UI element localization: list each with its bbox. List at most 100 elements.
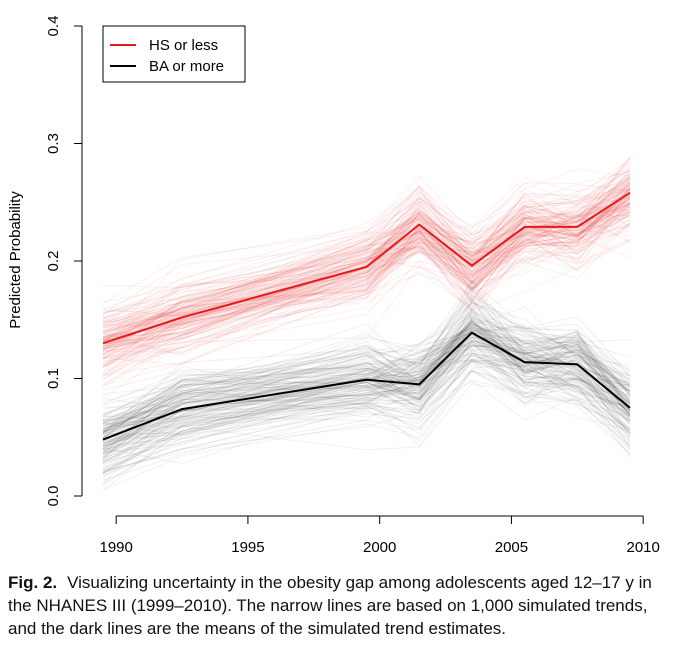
simulated-trend bbox=[102, 202, 631, 352]
simulated-trend bbox=[102, 178, 631, 341]
simulated-trend bbox=[102, 352, 631, 473]
simulated-trend bbox=[102, 175, 631, 334]
simulated-trend bbox=[102, 329, 631, 458]
simulated-trend bbox=[102, 214, 631, 326]
simulated-trend bbox=[102, 217, 631, 350]
simulated-trend bbox=[102, 232, 631, 380]
simulated-trend bbox=[102, 213, 631, 359]
simulated-trend bbox=[102, 341, 631, 450]
simulated-trend bbox=[102, 219, 631, 372]
simulated-trend bbox=[102, 341, 631, 434]
simulated-trend bbox=[102, 361, 631, 446]
simulated-trend bbox=[102, 211, 631, 354]
simulated-trend bbox=[102, 222, 631, 366]
y-tick-label: 0.4 bbox=[45, 16, 62, 37]
simulated-trend bbox=[102, 192, 631, 324]
simulated-trend bbox=[102, 181, 631, 332]
simulated-trend bbox=[102, 379, 631, 473]
simulated-trend bbox=[102, 172, 631, 314]
simulated-trend bbox=[102, 360, 631, 450]
series-line-1 bbox=[102, 331, 631, 441]
simulated-trend bbox=[102, 325, 631, 409]
plot-area bbox=[0, 0, 674, 565]
caption-label: Fig. 2. bbox=[8, 573, 58, 592]
legend: HS or less BA or more bbox=[102, 25, 246, 83]
simulated-trend bbox=[102, 320, 631, 425]
simulated-trend bbox=[102, 197, 631, 342]
y-axis-title: Predicted Probability bbox=[7, 191, 24, 329]
legend-label: HS or less bbox=[149, 37, 218, 54]
simulated-trend bbox=[102, 191, 631, 329]
simulated-trend bbox=[102, 354, 631, 435]
simulated-trend bbox=[102, 336, 631, 424]
simulated-trend bbox=[102, 350, 631, 432]
simulated-trend bbox=[102, 210, 631, 349]
simulated-trend bbox=[102, 181, 631, 342]
simulated-trend bbox=[102, 205, 631, 344]
simulated-trend bbox=[102, 228, 631, 359]
simulated-trend bbox=[102, 321, 631, 453]
simulated-trend bbox=[102, 322, 631, 435]
simulated-trend bbox=[102, 340, 631, 453]
simulated-trend bbox=[102, 322, 631, 437]
simulated-trend bbox=[102, 194, 631, 349]
simulated-trend bbox=[102, 172, 631, 338]
simulated-trend bbox=[102, 297, 631, 424]
simulated-trend bbox=[102, 239, 631, 388]
simulated-trend bbox=[102, 361, 631, 478]
axes: 1990 1995 2000 2005 2010 0.0 0.1 0.2 0.3 0.4 bbox=[45, 16, 660, 556]
simulated-trend bbox=[102, 298, 631, 421]
simulated-trend bbox=[102, 214, 631, 346]
simulated-trend bbox=[102, 199, 631, 348]
x-tick-label: 2000 bbox=[363, 539, 396, 556]
simulated-trend bbox=[102, 336, 631, 448]
simulated-trend bbox=[102, 194, 631, 338]
simulated-trend bbox=[102, 185, 631, 341]
simulated-trend bbox=[102, 301, 631, 435]
simulated-trend bbox=[102, 188, 631, 338]
simulated-trend bbox=[102, 327, 631, 430]
simulated-trend bbox=[102, 320, 631, 452]
simulated-trend bbox=[102, 207, 631, 328]
simulated-trend bbox=[102, 344, 631, 446]
simulated-trend bbox=[102, 310, 631, 416]
simulated-trend bbox=[102, 362, 631, 491]
simulated-trend bbox=[102, 279, 631, 397]
simulated-trend bbox=[102, 197, 631, 320]
simulated-trend bbox=[102, 211, 631, 363]
x-tick-label: 1990 bbox=[99, 539, 132, 556]
simulated-trend bbox=[102, 194, 631, 328]
simulated-trend bbox=[102, 202, 631, 353]
simulated-trend bbox=[102, 331, 631, 418]
simulated-trend bbox=[102, 313, 631, 433]
mean-lines bbox=[102, 191, 631, 441]
simulated-trend bbox=[102, 370, 631, 491]
simulated-trend bbox=[102, 188, 631, 368]
simulated-trend bbox=[102, 316, 631, 433]
simulated-trend bbox=[102, 337, 631, 439]
simulated-trend bbox=[102, 322, 631, 435]
simulated-trend bbox=[102, 195, 631, 369]
simulated-trend bbox=[102, 341, 631, 447]
simulated-trend bbox=[102, 214, 631, 352]
x-tick-label: 1995 bbox=[231, 539, 264, 556]
simulated-trend bbox=[102, 364, 631, 478]
simulated-trend bbox=[102, 358, 631, 475]
simulated-trend bbox=[102, 333, 631, 485]
simulated-trend bbox=[102, 206, 631, 356]
simulated-trend bbox=[102, 330, 631, 443]
simulated-trend bbox=[102, 358, 631, 474]
simulated-trend bbox=[102, 190, 631, 341]
simulated-trend bbox=[102, 340, 631, 441]
simulated-trend bbox=[102, 188, 631, 320]
simulated-trend bbox=[102, 316, 631, 455]
simulated-trend bbox=[102, 188, 631, 351]
simulated-trend bbox=[102, 326, 631, 437]
simulated-trend bbox=[102, 328, 631, 428]
simulated-trend bbox=[102, 341, 631, 433]
simulated-trend bbox=[102, 183, 631, 345]
simulated-trend bbox=[102, 177, 631, 326]
simulated-trend bbox=[102, 189, 631, 309]
simulated-trend bbox=[102, 302, 631, 415]
series-line-0 bbox=[102, 191, 631, 345]
